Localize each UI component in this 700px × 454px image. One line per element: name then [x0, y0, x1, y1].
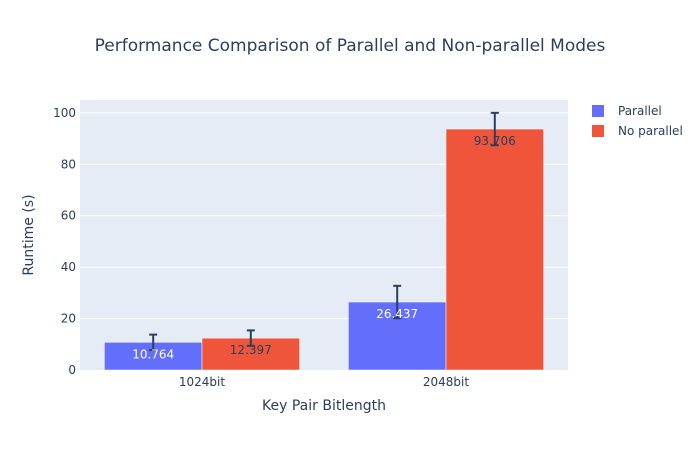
legend-item[interactable]: Parallel: [592, 104, 662, 118]
bar-data-label: 93.706: [474, 134, 516, 148]
y-tick-label: 60: [61, 209, 76, 223]
y-tick-label: 100: [53, 106, 76, 120]
bar-no-parallel[interactable]: [445, 128, 544, 371]
legend-label: Parallel: [618, 104, 662, 118]
bar-data-label: 26.437: [376, 307, 418, 321]
y-tick-label: 20: [61, 312, 76, 326]
y-tick-label: 80: [61, 157, 76, 171]
bar-labels: 10.764 12.397 26.437 93.706: [132, 134, 516, 361]
chart-title: Performance Comparison of Parallel and N…: [95, 36, 606, 56]
x-tick-label: 2048bit: [423, 375, 469, 389]
legend-swatch: [592, 105, 604, 117]
x-tick-label: 1024bit: [179, 375, 225, 389]
x-axis-title: Key Pair Bitlength: [262, 398, 386, 414]
error-bars: [149, 111, 499, 352]
y-axis-title: Runtime (s): [21, 194, 37, 275]
legend[interactable]: Parallel No parallel: [592, 104, 683, 138]
x-axis-ticks: 1024bit 2048bit: [179, 375, 469, 389]
bar-data-label: 10.764: [132, 347, 174, 361]
y-axis-ticks: 0 20 40 60 80 100: [53, 106, 76, 377]
bar-data-label: 12.397: [230, 343, 272, 357]
y-tick-label: 0: [68, 363, 76, 377]
y-tick-label: 40: [61, 260, 76, 274]
legend-label: No parallel: [618, 124, 683, 138]
legend-swatch: [592, 125, 604, 137]
legend-item[interactable]: No parallel: [592, 124, 683, 138]
